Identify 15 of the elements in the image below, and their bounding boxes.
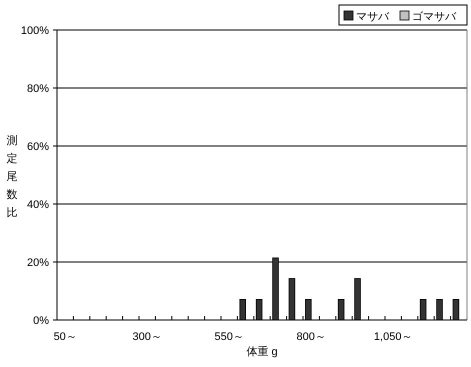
y-tick-label: 20% [26, 257, 50, 269]
x-tick-label: 1,050～ [374, 331, 412, 343]
x-axis-title: 体重 g [246, 345, 278, 358]
x-tick-label: 300～ [132, 331, 162, 343]
legend-label: ゴマサバ [412, 11, 457, 23]
y-tick-label: 40% [26, 199, 50, 211]
x-tick-label: 50～ [54, 331, 77, 343]
y-axis-title: 測定尾数比 [6, 135, 18, 219]
legend-label: マサバ [356, 11, 390, 23]
y-tick-label: 100% [20, 25, 50, 37]
y-tick-label: 60% [26, 141, 50, 153]
y-tick-label: 0% [33, 315, 50, 327]
y-tick-label: 80% [26, 83, 50, 95]
x-tick-label: 550～ [214, 331, 244, 343]
x-tick-label: 800～ [296, 331, 326, 343]
